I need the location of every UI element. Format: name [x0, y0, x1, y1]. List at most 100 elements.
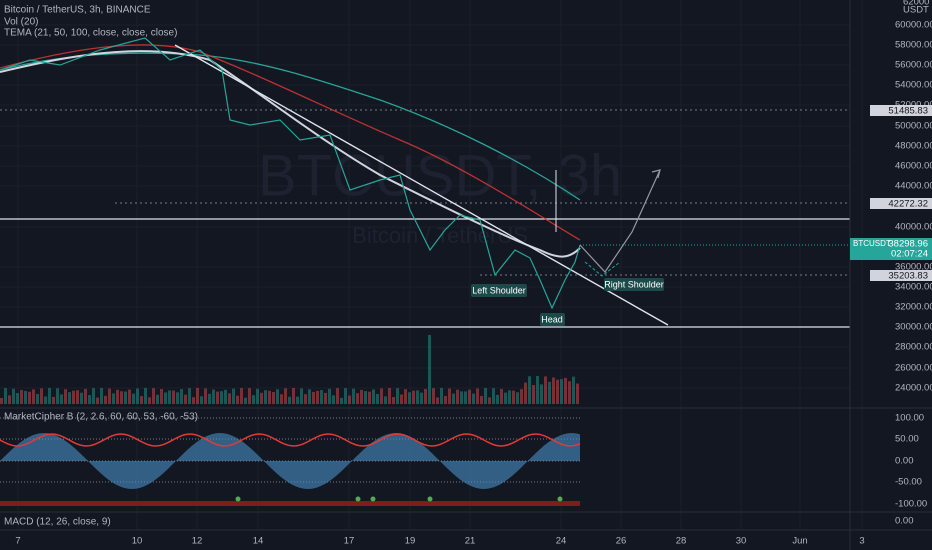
volume-bar [388, 388, 391, 404]
volume [0, 334, 579, 404]
volume-bar [428, 334, 431, 404]
volume-bar [576, 383, 579, 404]
time-tick-label: 21 [465, 536, 476, 547]
volume-bar [524, 382, 527, 404]
volume-bar [488, 397, 491, 404]
volume-bar [48, 388, 51, 404]
volume-bar [320, 390, 323, 404]
volume-bar [216, 391, 219, 404]
cipher-dot [427, 496, 433, 502]
right-shoulder-path [584, 261, 621, 277]
volume-bar [148, 397, 151, 404]
volume-bar [164, 392, 167, 404]
volume-bar [420, 392, 423, 404]
time-tick-label: 30 [736, 536, 747, 547]
price-tick-label: 36000.00 [895, 262, 932, 273]
volume-bar [468, 389, 471, 404]
volume-bar [448, 388, 451, 404]
volume-bar [512, 390, 515, 404]
cipher-title: MarketCipher B (2, 2.6, 60, 60, 53, -60,… [4, 412, 198, 423]
volume-bar [116, 389, 119, 404]
volume-bar [472, 393, 475, 404]
macd-title: MACD (12, 26, close, 9) [4, 517, 111, 528]
cipher-dot [370, 496, 376, 502]
volume-bar [392, 397, 395, 404]
volume-bar [156, 394, 159, 404]
volume-bar [144, 388, 147, 404]
volume-bar [484, 388, 487, 404]
cipher-money-flow [0, 433, 581, 447]
volume-bar [104, 395, 107, 404]
cipher-dot [557, 496, 563, 502]
volume-bar [44, 396, 47, 404]
level-label: 35203.83 [888, 271, 928, 282]
tema-21 [0, 50, 581, 258]
volume-bar [504, 392, 507, 404]
level-label: 42272.32 [888, 199, 928, 210]
annotation-box [540, 313, 565, 326]
volume-bar [408, 392, 411, 404]
volume-bar [212, 389, 215, 404]
time-tick-label: 3 [859, 536, 864, 547]
volume-bar [120, 391, 123, 404]
volume-bar [560, 379, 563, 404]
volume-bar [528, 376, 531, 404]
volume-bar [340, 397, 343, 404]
volume-bar [348, 395, 351, 404]
price-tick-label: 48000.00 [895, 141, 932, 152]
volume-bar [368, 391, 371, 404]
volume-bar [96, 397, 99, 404]
level-badge [870, 270, 932, 281]
volume-bar [464, 391, 467, 404]
volume-bar [56, 388, 59, 404]
volume-bar [240, 388, 243, 404]
tema-50 [0, 44, 581, 241]
volume-bar [280, 394, 283, 404]
price-candles [0, 37, 581, 310]
volume-bar [396, 388, 399, 404]
volume-bar [432, 388, 435, 404]
volume-bar [384, 396, 387, 404]
volume-bar [184, 394, 187, 404]
volume-bar [32, 389, 35, 404]
volume-bar [328, 388, 331, 404]
price-tick-label: 46000.00 [895, 161, 932, 172]
volume-bar [412, 390, 415, 404]
volume-bar [16, 393, 19, 404]
volume-bar [100, 388, 103, 404]
volume-bar [356, 393, 359, 404]
projection-arrow [651, 169, 661, 179]
volume-bar [440, 388, 443, 404]
volume-bar [492, 388, 495, 404]
volume-bar [132, 393, 135, 404]
tema-title: TEMA (21, 50, 100, close, close, close) [4, 28, 177, 39]
volume-bar [312, 391, 315, 404]
volume-bar [248, 388, 251, 404]
volume-bar [500, 388, 503, 404]
price-tick-label: 54000.00 [895, 80, 932, 91]
time-tick-label: Jun [792, 536, 807, 547]
volume-bar [416, 390, 419, 404]
volume-bar [236, 395, 239, 404]
cipher-tick-label: -100.00 [895, 499, 927, 510]
volume-bar [540, 384, 543, 404]
price-tick-label: 34000.00 [895, 282, 932, 293]
watermark-sub: Bitcoin / TetherUS [352, 223, 528, 248]
price-tick-label: 30000.00 [895, 322, 932, 333]
volume-bar [84, 388, 87, 404]
current-badge [850, 238, 932, 260]
volume-bar [88, 395, 91, 404]
cipher-tick-label: 50.00 [895, 434, 919, 445]
volume-bar [64, 389, 67, 404]
volume-bar [404, 389, 407, 404]
volume-bar [28, 391, 31, 404]
volume-bar [568, 381, 571, 404]
cipher-tick-label: -50.00 [895, 477, 922, 488]
volume-bar [8, 395, 11, 404]
time-tick-label: 14 [253, 536, 264, 547]
volume-bar [424, 388, 427, 404]
volume-bar [292, 388, 295, 404]
volume-bar [516, 392, 519, 404]
volume-bar [60, 394, 63, 404]
volume-bar [364, 391, 367, 404]
